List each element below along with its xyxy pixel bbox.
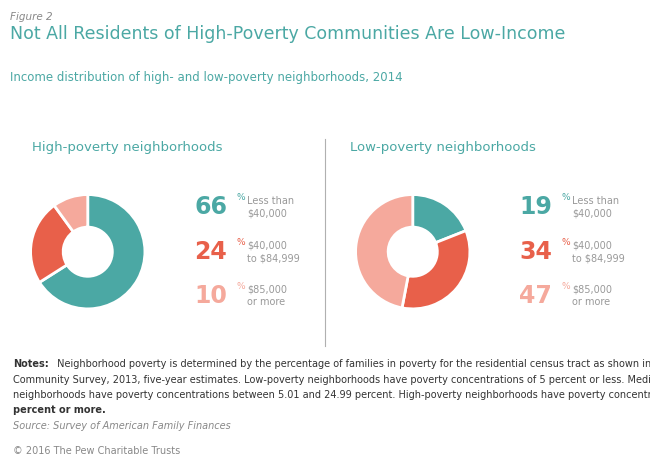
Text: High-poverty neighborhoods: High-poverty neighborhoods — [32, 141, 222, 154]
Text: %: % — [236, 282, 245, 291]
Text: %: % — [236, 193, 245, 202]
Text: Less than
$40,000: Less than $40,000 — [573, 196, 619, 219]
Wedge shape — [40, 195, 145, 309]
Text: Community Survey, 2013, five-year estimates. Low-poverty neighborhoods have pove: Community Survey, 2013, five-year estima… — [13, 375, 650, 384]
Text: Figure 2: Figure 2 — [10, 12, 53, 22]
Text: 34: 34 — [519, 240, 552, 264]
Text: © 2016 The Pew Charitable Trusts: © 2016 The Pew Charitable Trusts — [13, 446, 180, 456]
Text: %: % — [236, 237, 245, 247]
Text: Neighborhood poverty is determined by the percentage of families in poverty for : Neighborhood poverty is determined by th… — [54, 359, 650, 369]
Text: 10: 10 — [194, 284, 227, 308]
Wedge shape — [356, 195, 413, 308]
Text: Low-poverty neighborhoods: Low-poverty neighborhoods — [350, 141, 536, 154]
Text: 66: 66 — [194, 195, 228, 219]
Wedge shape — [31, 206, 73, 282]
Text: Not All Residents of High-Poverty Communities Are Low-Income: Not All Residents of High-Poverty Commun… — [10, 25, 565, 43]
Text: %: % — [561, 237, 570, 247]
Text: Source: Survey of American Family Finances: Source: Survey of American Family Financ… — [13, 421, 231, 431]
Text: Less than
$40,000: Less than $40,000 — [247, 196, 294, 219]
Wedge shape — [413, 195, 466, 242]
Text: %: % — [561, 282, 570, 291]
Text: %: % — [561, 193, 570, 202]
Text: $85,000
or more: $85,000 or more — [247, 284, 287, 307]
Text: $85,000
or more: $85,000 or more — [573, 284, 612, 307]
Text: percent or more.: percent or more. — [13, 405, 105, 415]
Text: Notes:: Notes: — [13, 359, 49, 369]
Text: 19: 19 — [519, 195, 552, 219]
Text: $40,000
to $84,999: $40,000 to $84,999 — [247, 240, 300, 263]
Text: 47: 47 — [519, 284, 552, 308]
Wedge shape — [402, 230, 470, 309]
Text: Income distribution of high- and low-poverty neighborhoods, 2014: Income distribution of high- and low-pov… — [10, 71, 402, 84]
Text: neighborhoods have poverty concentrations between 5.01 and 24.99 percent. High-p: neighborhoods have poverty concentration… — [13, 390, 650, 400]
Text: 24: 24 — [194, 240, 227, 264]
Wedge shape — [54, 195, 88, 232]
Text: $40,000
to $84,999: $40,000 to $84,999 — [573, 240, 625, 263]
